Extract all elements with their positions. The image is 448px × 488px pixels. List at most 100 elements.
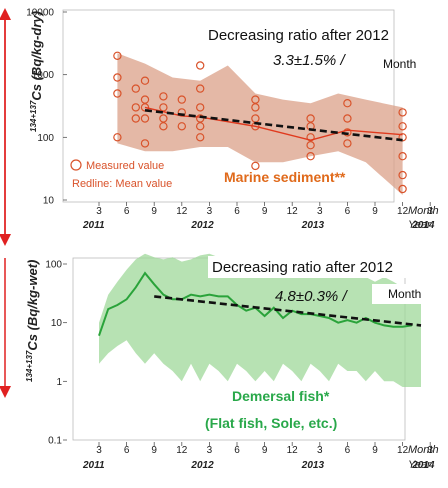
sediment-series-label: Marine sediment** [224,169,346,185]
fish-trend-line [154,295,422,327]
fish-y-tick-label: 1 [56,377,62,388]
measured-point [398,184,407,194]
sediment-x-tick-label: 12 [397,206,409,217]
fish-x-year-label: 2011 [82,460,105,471]
sediment-x-tick-label: 9 [151,206,157,217]
legend-measured-label: Measured value [86,160,164,172]
measured-point [195,61,205,70]
measured-point [251,161,260,171]
sediment-x-tick-label: 12 [287,206,299,217]
fish-x-tick-label: 9 [151,445,157,456]
fish-rate: 4.8±0.3% / [275,288,348,305]
measured-point [140,95,150,104]
fish-y-tick-label: 100 [45,260,62,271]
sediment-y-axis-label: 134+137Cs (Bq/kg-dry) [29,11,44,132]
fish-x-tick-label: 12 [397,445,409,456]
sediment-x-tick-label: 6 [345,206,351,217]
measured-point [306,151,315,161]
fish-x-tick-label: 6 [124,445,130,456]
sediment-mean-line [144,106,403,141]
measured-point [195,103,205,112]
measured-point [195,122,205,131]
sediment-x-tick-label: 6 [124,206,130,217]
measured-point [306,140,315,150]
fish-x-tick-label: 9 [372,445,378,456]
sediment-chart-title: Decreasing ratio after 2012 [208,27,389,44]
sediment-y-tick-label: 10000 [26,8,54,19]
fish-x-tick-label: 12 [287,445,299,456]
fish-x-year-label: 2012 [190,460,214,471]
measured-point [140,139,150,148]
fish-y-tick-label: 0.1 [48,436,62,447]
fish-range-band [99,253,421,387]
sediment-y-tick-label: 100 [37,133,54,144]
sediment-x-tick-label: 9 [262,206,268,217]
measured-point [195,133,205,142]
fish-x-year-label: 2013 [301,460,325,471]
measured-point [140,114,150,123]
measured-point [195,84,205,93]
fish-chart-title: Decreasing ratio after 2012 [212,259,393,276]
fish-x-month-unit: Month [408,444,439,456]
sediment-x-tick-label: 3 [317,206,323,217]
sediment-y-tick-label: 10 [43,196,55,207]
measured-point [131,103,140,112]
measured-point [398,133,407,142]
fish-x-year-unit: Year [408,459,432,471]
measured-point [343,114,352,123]
fish-series-sublabel: (Flat fish, Sole, etc.) [205,415,337,431]
measured-point [113,73,122,82]
legend-measured-marker [70,159,82,171]
fish-x-tick-label: 6 [345,445,351,456]
sediment-x-year-label: 2014 [411,220,435,231]
fish-x-tick-label: 3 [317,445,323,456]
measured-point [306,114,315,123]
sediment-x-tick-label: 6 [234,206,240,217]
sediment-x-tick-label: 12 [176,206,188,217]
measured-point [140,76,150,85]
measured-point [251,95,260,104]
fish-y-axis-label: 134+137Cs (Bq/kg-wet) [25,260,40,382]
sediment-x-tick-label: 3 [96,206,102,217]
sediment-x-tick-label: 3 [427,206,433,217]
fish-rate-unit-background [372,284,434,304]
measured-point [251,103,260,112]
fish-y-tick-label: 10 [51,318,63,329]
measured-point [398,122,407,131]
measured-point [131,114,140,123]
sediment-x-year-unit: Year [408,219,432,231]
fish-x-tick-label: 12 [176,445,188,456]
sediment-x-tick-label: 3 [207,206,213,217]
measured-point [131,84,140,93]
measured-point [113,51,122,61]
measured-point [159,114,168,123]
fish-x-tick-label: 3 [96,445,102,456]
measured-point [159,122,168,131]
measured-point [113,133,122,142]
fish-x-tick-label: 6 [234,445,240,456]
fish-x-year-label: 2014 [411,460,435,471]
fish-title-background [208,256,414,278]
measured-point [177,95,186,104]
fish-rate-unit: Month [388,287,421,301]
measured-point [113,89,122,98]
measured-point [343,98,352,108]
measured-point [159,92,168,101]
measured-point [195,114,205,123]
sediment-rate: 3.3±1.5% / [273,52,346,69]
measured-point [398,151,407,161]
measured-point [398,170,407,180]
sediment-x-tick-label: 9 [372,206,378,217]
measured-point [398,108,407,117]
sediment-x-year-label: 2012 [190,220,214,231]
measured-point [177,122,186,131]
measured-point [343,139,352,148]
fish-x-tick-label: 9 [262,445,268,456]
sediment-x-year-label: 2011 [82,220,105,231]
sediment-rate-unit: Month [383,57,416,71]
fish-x-tick-label: 3 [207,445,213,456]
fish-series-label: Demersal fish* [232,388,330,404]
